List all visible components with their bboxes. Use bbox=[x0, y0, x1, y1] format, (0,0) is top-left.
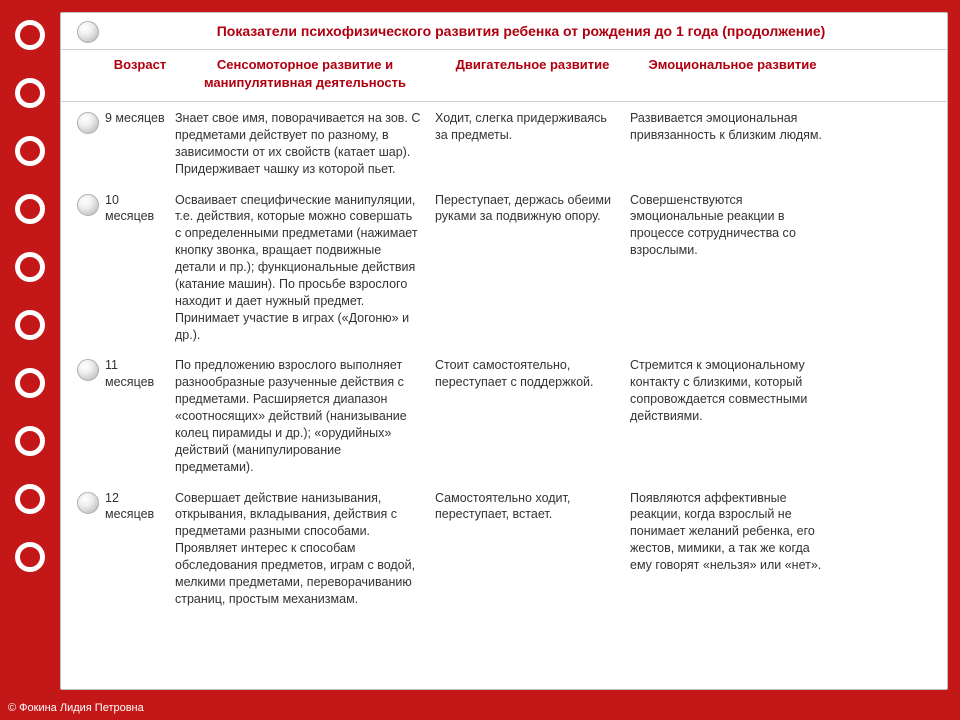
sidebar-rings bbox=[0, 0, 60, 720]
table-row: 10 месяцев Осваивает специфические манип… bbox=[61, 184, 947, 350]
row-bullet bbox=[71, 490, 105, 608]
row-bullet bbox=[71, 19, 105, 43]
cell-emotional: Стремится к эмоциональному контакту с бл… bbox=[630, 357, 835, 475]
cell-sensorimotor: Осваивает специфические манипу­ляции, т.… bbox=[175, 192, 435, 344]
cell-sensorimotor: Знает свое имя, поворачивается на зов. С… bbox=[175, 110, 435, 178]
cell-sensorimotor: Совершает действие нанизывания, открыван… bbox=[175, 490, 435, 608]
header-motor: Двигательное развитие bbox=[435, 56, 630, 91]
ring-icon bbox=[15, 368, 45, 398]
ring-icon bbox=[15, 194, 45, 224]
table-body: 9 месяцев Знает свое имя, поворачивается… bbox=[61, 102, 947, 689]
row-bullet bbox=[71, 192, 105, 344]
footer-credit: © Фокина Лидия Петровна bbox=[8, 702, 144, 714]
ring-icon bbox=[15, 426, 45, 456]
page-root: Показатели психофизического развития реб… bbox=[0, 0, 960, 720]
table-header: Возраст Сенсомоторное развитие и манипул… bbox=[61, 50, 947, 102]
cell-motor: Самостоятельно ходит, переступает, встае… bbox=[435, 490, 630, 608]
bullet-icon bbox=[77, 112, 99, 134]
header-emotional: Эмоциональное развитие bbox=[630, 56, 835, 91]
cell-age: 10 месяцев bbox=[105, 192, 175, 344]
cell-age: 11 месяцев bbox=[105, 357, 175, 475]
cell-emotional: Появляются аффективные реакции, когда вз… bbox=[630, 490, 835, 608]
page-title: Показатели психофизического развития реб… bbox=[105, 23, 937, 39]
title-row: Показатели психофизического развития реб… bbox=[61, 13, 947, 50]
bullet-icon bbox=[77, 359, 99, 381]
cell-motor: Переступает, держась обеими руками за по… bbox=[435, 192, 630, 344]
cell-emotional: Развивается эмоциональная привязанность … bbox=[630, 110, 835, 178]
ring-icon bbox=[15, 252, 45, 282]
ring-icon bbox=[15, 542, 45, 572]
table-row: 11 месяцев По предложению взрослого выпо… bbox=[61, 349, 947, 481]
row-bullet bbox=[71, 110, 105, 178]
header-sensorimotor: Сенсомоторное развитие и манипулятивная … bbox=[175, 56, 435, 91]
header-age: Возраст bbox=[105, 56, 175, 91]
table-row: 9 месяцев Знает свое имя, поворачивается… bbox=[61, 102, 947, 184]
bullet-icon bbox=[77, 194, 99, 216]
cell-emotional: Совершенствуются эмоциональные реакции в… bbox=[630, 192, 835, 344]
cell-age: 12 месяцев bbox=[105, 490, 175, 608]
content-panel: Показатели психофизического развития реб… bbox=[60, 12, 948, 690]
cell-motor: Стоит самостоятельно, переступает с подд… bbox=[435, 357, 630, 475]
ring-icon bbox=[15, 484, 45, 514]
bullet-icon bbox=[77, 21, 99, 43]
cell-sensorimotor: По предложению взрослого выполняет разно… bbox=[175, 357, 435, 475]
cell-motor: Ходит, слегка придерживаясь за предметы. bbox=[435, 110, 630, 178]
ring-icon bbox=[15, 136, 45, 166]
cell-age: 9 месяцев bbox=[105, 110, 175, 178]
ring-icon bbox=[15, 78, 45, 108]
bullet-icon bbox=[77, 492, 99, 514]
ring-icon bbox=[15, 310, 45, 340]
table-row: 12 месяцев Совершает действие нанизывани… bbox=[61, 482, 947, 614]
row-bullet bbox=[71, 357, 105, 475]
ring-icon bbox=[15, 20, 45, 50]
